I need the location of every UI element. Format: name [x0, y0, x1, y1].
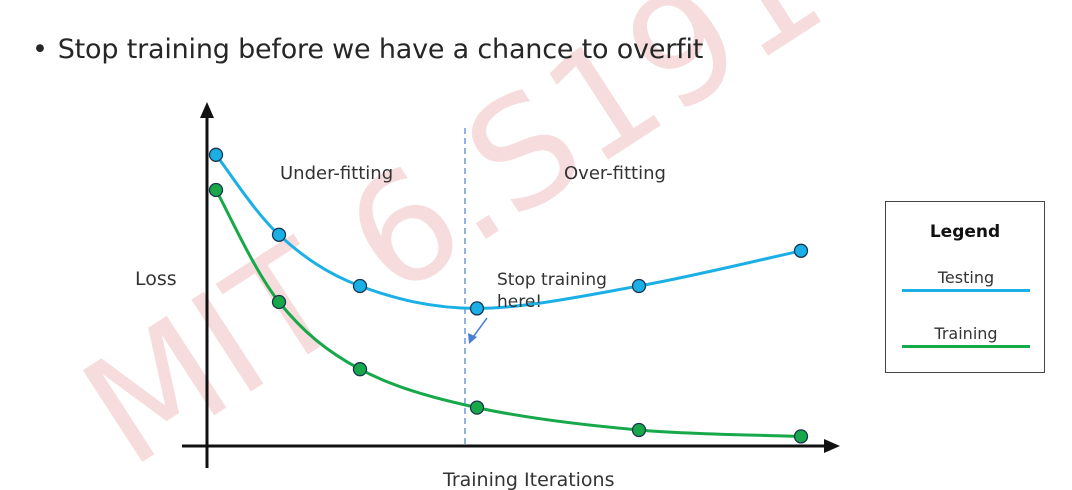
legend-box: Legend Testing Training: [885, 201, 1045, 373]
legend-testing-swatch: [902, 289, 1030, 292]
x-axis-arrow-icon: [824, 439, 840, 453]
bullet-text: Stop training before we have a chance to…: [57, 34, 704, 65]
region-label-underfitting: Under-fitting: [280, 163, 393, 184]
training-series-line: [214, 189, 802, 438]
training-point-1: [208, 182, 224, 198]
annotation-text-line1: Stop training: [497, 270, 607, 290]
legend-entry-training: Training: [902, 324, 1030, 348]
x-axis-label: Training Iterations: [442, 469, 615, 490]
legend-testing-label: Testing: [937, 268, 995, 287]
annotation-arrow-icon: [468, 333, 477, 344]
training-point-5: [631, 422, 647, 438]
testing-point-2: [271, 227, 287, 242]
training-point-2: [271, 294, 287, 310]
bullet-point: • Stop training before we have a chance t…: [32, 34, 703, 65]
testing-point-3: [352, 278, 368, 294]
region-label-overfitting: Over-fitting: [564, 163, 666, 184]
training-point-6: [793, 429, 809, 444]
bullet-marker: •: [32, 34, 48, 65]
testing-point-5: [631, 278, 647, 294]
legend-training-label: Training: [934, 324, 998, 343]
training-point-3: [352, 362, 368, 377]
testing-point-6: [793, 243, 809, 258]
legend-title: Legend: [929, 222, 1001, 242]
legend-training-swatch: [902, 345, 1030, 348]
testing-point-4: [469, 301, 485, 316]
y-axis-label: Loss: [135, 268, 177, 290]
testing-point-1: [208, 147, 224, 162]
y-axis-arrow-icon: [200, 102, 214, 118]
legend-entry-testing: Testing: [902, 268, 1030, 292]
training-point-4: [469, 400, 485, 415]
training-series-points: [208, 182, 809, 444]
annotation-text-line2: here!: [497, 292, 542, 312]
watermark-text: MIT 6.S191: [55, 0, 852, 490]
testing-series-points: [208, 147, 809, 316]
